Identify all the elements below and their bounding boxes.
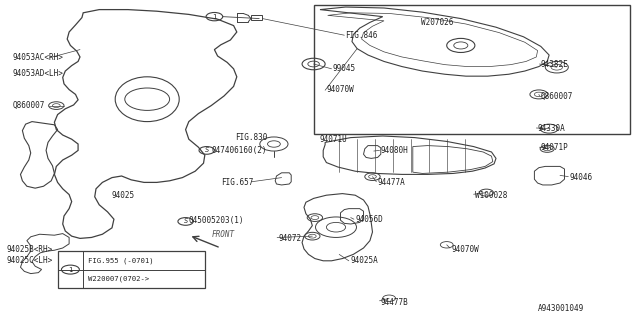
Text: 94025C<LH>: 94025C<LH> xyxy=(6,256,52,265)
Text: FIG.657: FIG.657 xyxy=(221,178,253,187)
Text: 94071U: 94071U xyxy=(320,135,348,144)
Text: 94070W: 94070W xyxy=(326,85,354,94)
Text: 94025B<RH>: 94025B<RH> xyxy=(6,245,52,254)
Text: 1: 1 xyxy=(68,267,72,273)
Text: W207026: W207026 xyxy=(421,18,454,27)
Text: 047406160(2): 047406160(2) xyxy=(211,146,267,155)
Text: 94330A: 94330A xyxy=(538,124,565,132)
Text: 94071P: 94071P xyxy=(541,143,568,152)
Text: FRONT: FRONT xyxy=(211,230,234,239)
Text: 94056D: 94056D xyxy=(355,215,383,224)
Text: 94046: 94046 xyxy=(570,173,593,182)
Text: FIG.955 (-0701): FIG.955 (-0701) xyxy=(88,257,154,264)
Text: 94477A: 94477A xyxy=(378,178,405,187)
Text: A943001049: A943001049 xyxy=(538,304,584,313)
Text: 94080H: 94080H xyxy=(381,146,408,155)
Text: 94477B: 94477B xyxy=(381,298,408,307)
Text: W220007(0702->: W220007(0702-> xyxy=(88,276,150,282)
Text: 94025A: 94025A xyxy=(351,256,378,265)
Bar xyxy=(58,251,205,288)
Text: S: S xyxy=(205,148,209,153)
Text: 94053AD<LH>: 94053AD<LH> xyxy=(13,69,63,78)
Text: 94025: 94025 xyxy=(112,191,135,200)
Bar xyxy=(251,15,262,20)
Text: Q860007: Q860007 xyxy=(13,101,45,110)
Text: 94070W: 94070W xyxy=(451,245,479,254)
Text: FIG.830: FIG.830 xyxy=(236,133,268,142)
Text: S: S xyxy=(184,219,188,224)
Text: 1: 1 xyxy=(212,14,216,20)
Text: 94053AC<RH>: 94053AC<RH> xyxy=(13,53,63,62)
Text: 045005203(1): 045005203(1) xyxy=(189,216,244,225)
Text: FIG.846: FIG.846 xyxy=(346,31,378,40)
Text: 99045: 99045 xyxy=(333,64,356,73)
Text: Q860007: Q860007 xyxy=(541,92,573,100)
Bar xyxy=(314,5,630,134)
Text: 94382E: 94382E xyxy=(541,60,568,68)
Text: W100028: W100028 xyxy=(475,191,508,200)
Text: 94072: 94072 xyxy=(278,234,301,243)
